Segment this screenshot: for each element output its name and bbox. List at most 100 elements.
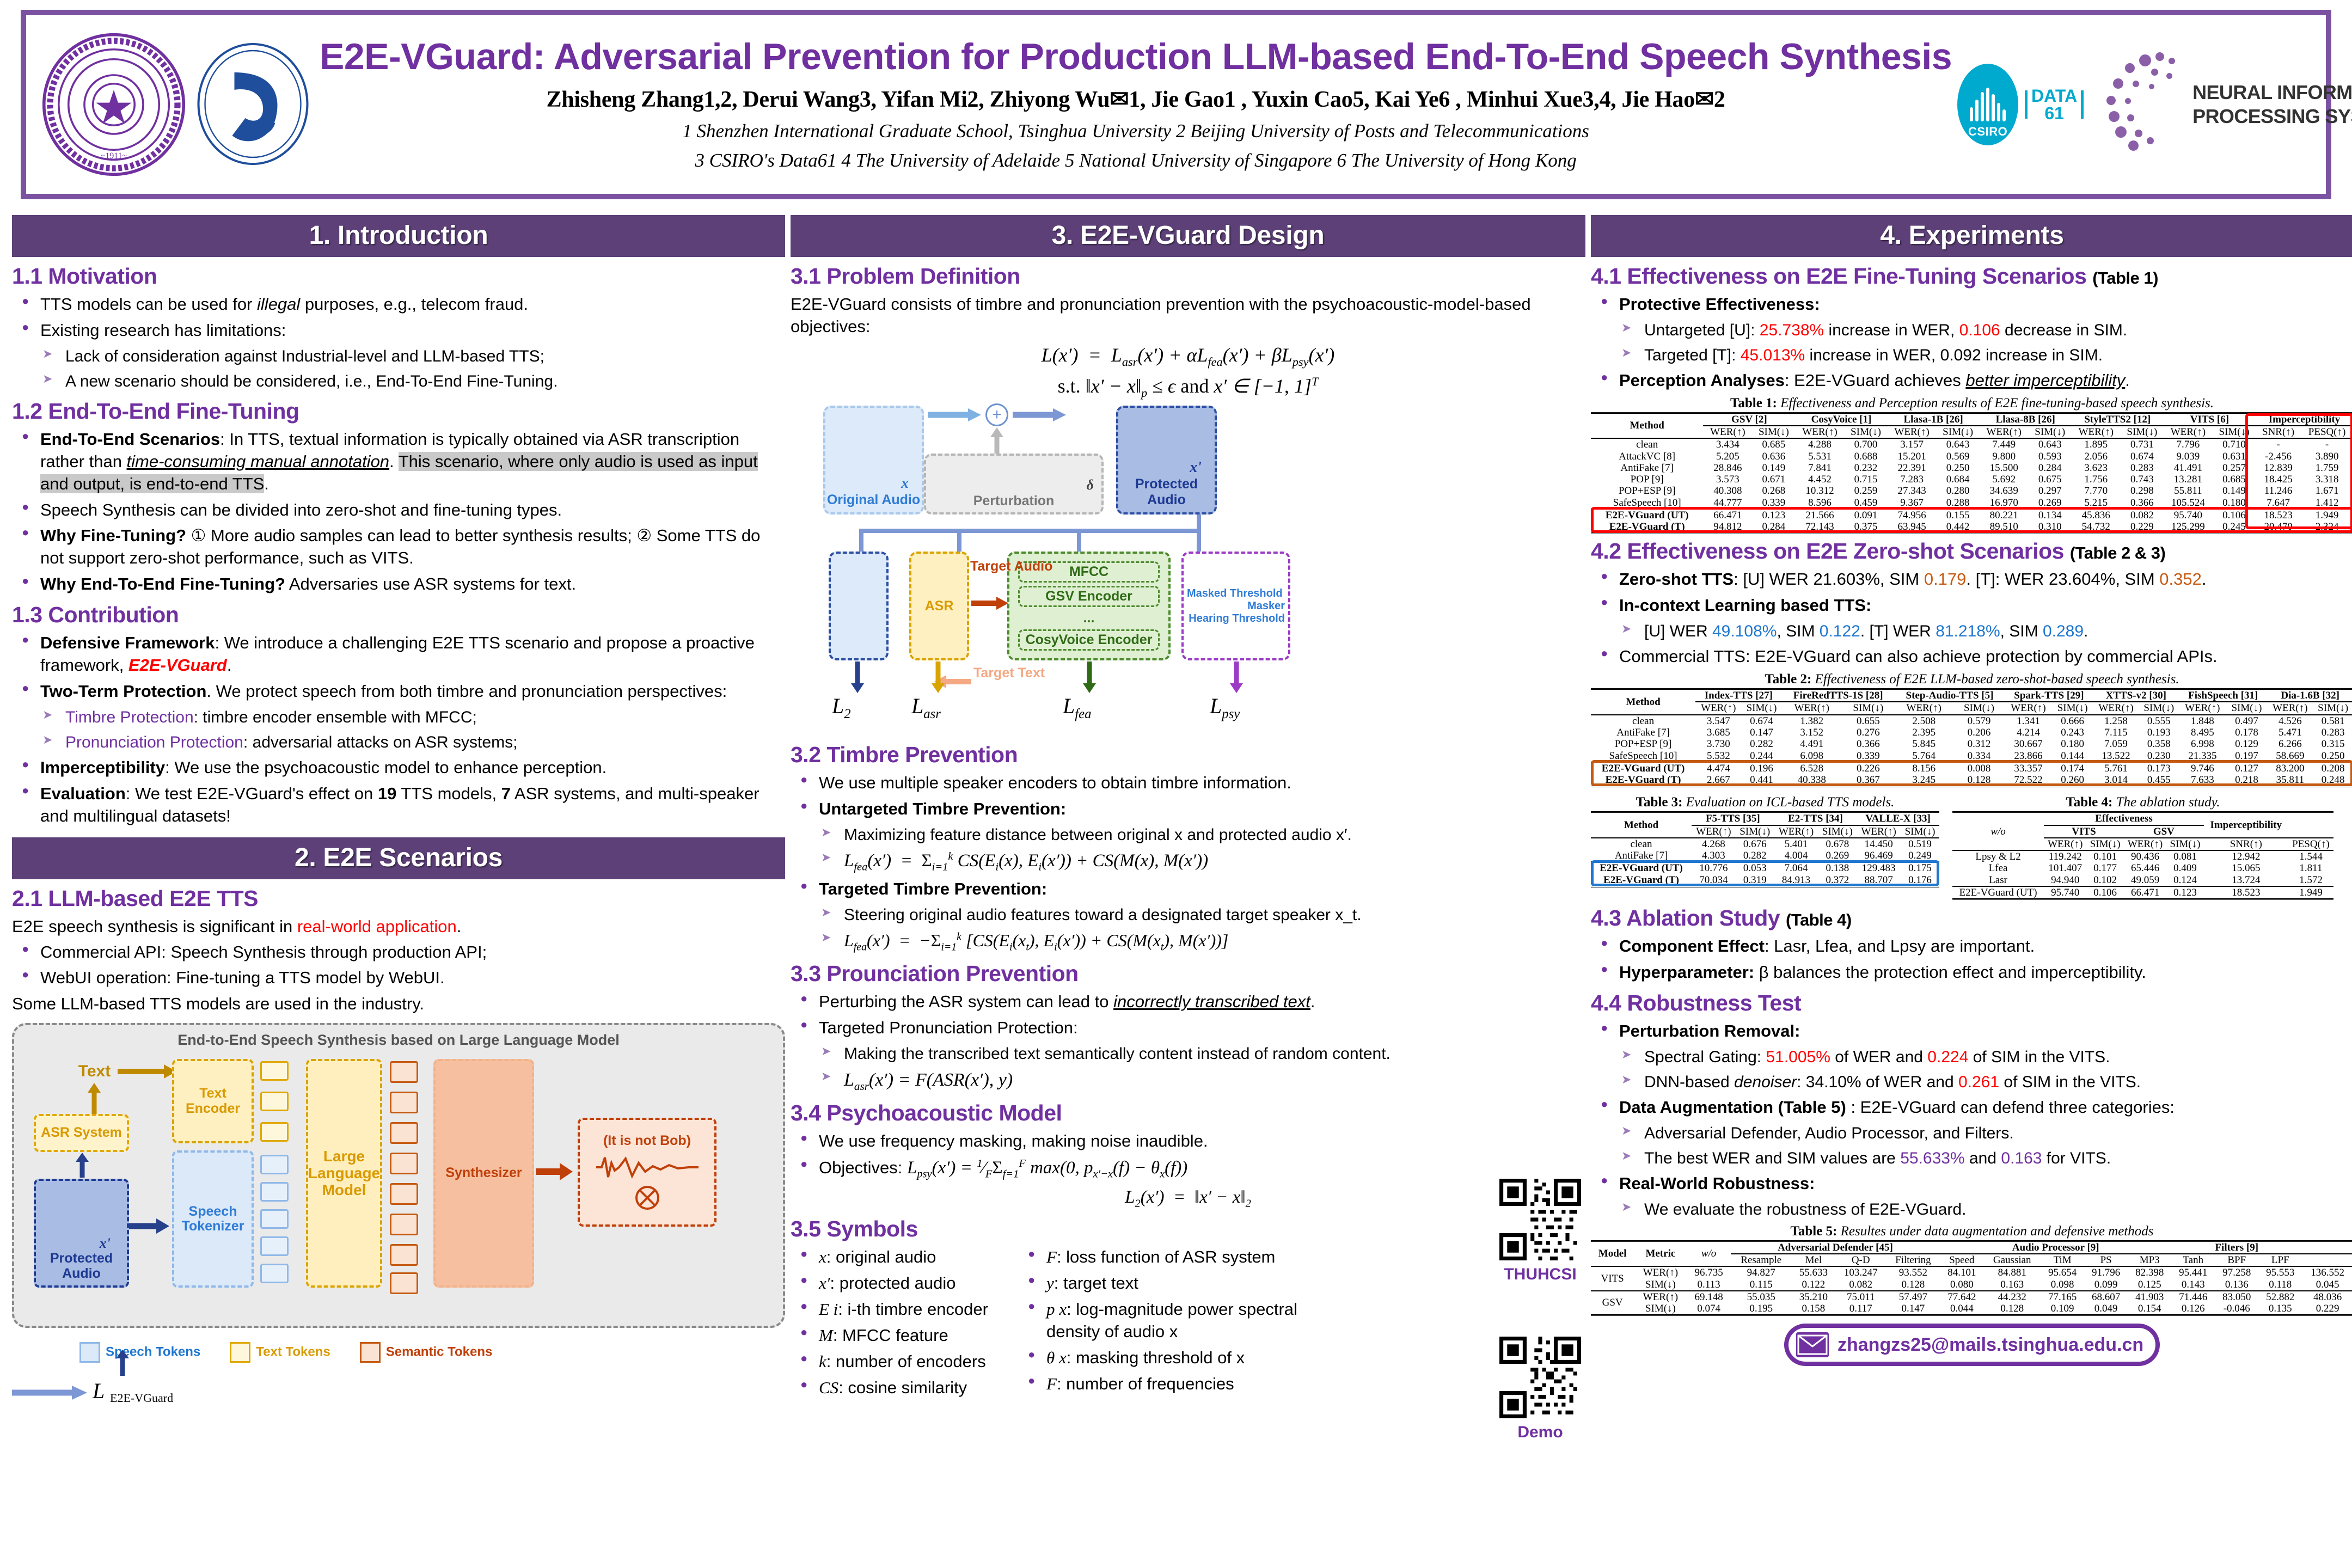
metric-wer-targeted: 45.013% bbox=[1740, 346, 1805, 364]
table-cell: 0.497 bbox=[2235, 715, 2258, 727]
qr-demo-label: Demo bbox=[1517, 1423, 1563, 1441]
list-item: y: target text bbox=[1022, 1272, 1327, 1295]
symbol-def: : number of frequencies bbox=[1056, 1374, 1234, 1393]
table-cell: 4.526 bbox=[2278, 715, 2302, 727]
symbol: F bbox=[1046, 1247, 1057, 1267]
text-bold: Targeted Timbre Prevention: bbox=[819, 879, 1048, 899]
loss-l2: L2 bbox=[832, 694, 851, 722]
table-cell: 83.050 bbox=[2222, 1291, 2251, 1303]
table-cell: 0.282 bbox=[1750, 738, 1773, 750]
table-cell: 0.666 bbox=[2061, 715, 2085, 727]
token-chip bbox=[260, 1122, 289, 1142]
contribution-list-2: Imperceptibility: We use the psychoacous… bbox=[16, 756, 785, 828]
table-row: AntiFake [7] 28.846 0.149 7.841 0.232 22.391 0… bbox=[1591, 462, 2352, 474]
token-chip bbox=[390, 1272, 418, 1295]
text: Objectives: bbox=[819, 1158, 907, 1178]
table-cell: 0.569 bbox=[1946, 450, 1970, 462]
heading-4-2: 4.2 Effectiveness on E2E Zero-shot Scena… bbox=[1591, 538, 2352, 564]
table-cell: 0.636 bbox=[1762, 450, 1786, 462]
robustness-list: Perturbation Removal: bbox=[1595, 1020, 2352, 1043]
scenarios-note: Some LLM-based TTS models are used in th… bbox=[12, 994, 425, 1014]
table4-body: Lpsy & L2 119.242 0.101 90.436 0.081 12.942 1.… bbox=[1952, 850, 2333, 899]
table-cell: 14.450 bbox=[1864, 838, 1893, 850]
table-cell: 28.846 bbox=[1713, 462, 1742, 474]
table-cell-method: E2E-VGuard (T) bbox=[1609, 521, 1685, 533]
table2-subheader: SIM(↓) bbox=[2231, 702, 2262, 714]
targeted-timbre-list: Targeted Timbre Prevention: bbox=[795, 878, 1585, 901]
table1-subheader: WER(↑) bbox=[2078, 426, 2114, 438]
table5-group: Adversarial Defender [45] bbox=[1730, 1241, 1940, 1254]
table-cell: 0.081 bbox=[2173, 851, 2197, 863]
table-cell: 1.412 bbox=[2315, 497, 2339, 509]
heading-4-3: 4.3 Ablation Study (Table 4) bbox=[1591, 905, 2352, 931]
table-cell: 95.553 bbox=[2266, 1267, 2295, 1279]
table-cell: 0.123 bbox=[2173, 886, 2197, 898]
table5-subheader: Q-D bbox=[1851, 1254, 1870, 1266]
contact-email-bar[interactable]: zhangzs25@mails.tsinghua.edu.cn bbox=[1784, 1324, 2160, 1367]
table-cell: 89.510 bbox=[1989, 521, 2018, 533]
table-cell: 15.065 bbox=[2232, 862, 2261, 874]
text: E2E speech synthesis is significant in bbox=[12, 916, 297, 936]
table5-subheader: TiM bbox=[2053, 1254, 2072, 1266]
section-band-introduction: 1. Introduction bbox=[12, 215, 785, 257]
table-cell: 0.008 bbox=[1967, 762, 1991, 774]
table-cell: 0.149 bbox=[2222, 485, 2246, 497]
text: . bbox=[456, 916, 462, 936]
qr-thuhcsi-block[interactable]: THUHCSI bbox=[1499, 1179, 1581, 1284]
diagram-llm-label: Large Language Model bbox=[308, 1148, 381, 1198]
qr-code-icon[interactable] bbox=[1499, 1337, 1581, 1418]
list-item: CS: cosine similarity bbox=[795, 1376, 1013, 1399]
table-cell: -2.456 bbox=[2265, 450, 2292, 462]
table1-group: Llasa-1B [26] bbox=[1887, 413, 1980, 427]
symbol: F bbox=[1046, 1374, 1057, 1393]
timbre-list: We use multiple speaker encoders to obta… bbox=[795, 771, 1585, 820]
text: purposes, e.g., telecom fraud. bbox=[300, 295, 529, 314]
table-cell: 10.312 bbox=[1805, 485, 1834, 497]
text: Perturbing the ASR system can lead to bbox=[819, 992, 1114, 1012]
table-cell: 57.497 bbox=[1898, 1291, 1928, 1303]
list-item: Defensive Framework: We introduce a chal… bbox=[16, 632, 785, 677]
table1-subheader: WER(↑) bbox=[1986, 426, 2022, 438]
diagram-output-box: (It is not Bob) bbox=[578, 1118, 716, 1227]
table-cell: 0.276 bbox=[1856, 726, 1880, 738]
data-augmentation-sublist: Adversarial Defender, Audio Processor, a… bbox=[1619, 1123, 2352, 1169]
text: Adversaries use ASR systems for text. bbox=[285, 574, 577, 594]
table-cell: 5.692 bbox=[1992, 474, 2016, 486]
metric-asr: 7 bbox=[501, 783, 511, 803]
symbol-def: : cosine similarity bbox=[838, 1377, 967, 1397]
text-red: real-world application bbox=[297, 916, 457, 936]
table-cell: 5.764 bbox=[1912, 750, 1936, 762]
list-item: Timbre Protection: timbre encoder ensemb… bbox=[40, 707, 785, 728]
list-item: Targeted Pronunciation Protection: bbox=[795, 1016, 1585, 1039]
list-item: Why Fine-Tuning? ① More audio samples ca… bbox=[16, 524, 785, 569]
targeted-timbre-sublist: Steering original audio features toward … bbox=[819, 904, 1585, 954]
qr-code-icon[interactable] bbox=[1499, 1179, 1581, 1260]
table5-header: Model bbox=[1598, 1248, 1627, 1260]
metric-sim-t: 0.352 bbox=[2159, 569, 2202, 589]
table3-subheader: SIM(↓) bbox=[1822, 825, 1853, 837]
table-cell: 0.678 bbox=[1826, 838, 1849, 850]
table5-subheader: Tanh bbox=[2183, 1254, 2204, 1266]
arrow-icon bbox=[971, 597, 1008, 610]
text: of SIM in the VITS. bbox=[1999, 1073, 2141, 1091]
table-cell: 1.671 bbox=[2315, 485, 2339, 497]
loss-lasr: Lasr bbox=[911, 694, 941, 722]
table-cell: 0.143 bbox=[2181, 1278, 2205, 1290]
qr-demo-block[interactable]: Demo bbox=[1499, 1337, 1581, 1442]
text-bold: Zero-shot TTS bbox=[1619, 569, 1734, 589]
table-row: Lfea 101.407 0.177 65.446 0.409 15.065 1.811 bbox=[1952, 862, 2333, 874]
table-cell: 0.366 bbox=[1856, 738, 1880, 750]
text: , SIM bbox=[2000, 622, 2043, 641]
text: increase in WER, bbox=[1824, 321, 1959, 339]
table-cell: 5.531 bbox=[1808, 450, 1832, 462]
table-cell: 0.135 bbox=[2268, 1303, 2292, 1315]
table3-group: VALLE-X [33] bbox=[1857, 812, 1939, 826]
table-cell: 0.082 bbox=[2130, 509, 2154, 521]
e2e-finetuning-list: End-To-End Scenarios: In TTS, textual in… bbox=[16, 428, 785, 596]
column-design: 3. E2E-VGuard Design 3.1 Problem Definit… bbox=[791, 215, 1585, 1441]
text-bold: Imperceptibility bbox=[40, 757, 166, 777]
list-item: Two-Term Protection. We protect speech f… bbox=[16, 680, 785, 703]
table-cell: 95.740 bbox=[2173, 509, 2203, 521]
diagram-protected-sym: x' bbox=[99, 1235, 111, 1251]
list-item: F: number of frequencies bbox=[1022, 1373, 1327, 1395]
